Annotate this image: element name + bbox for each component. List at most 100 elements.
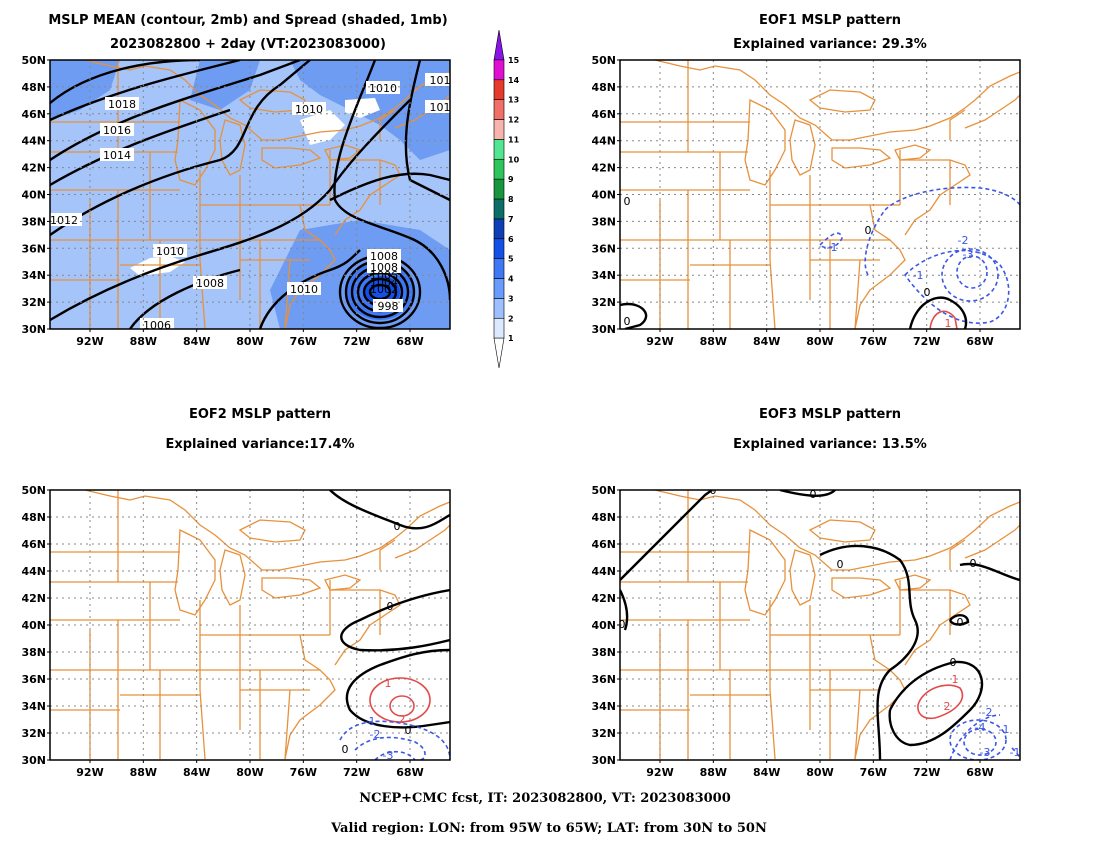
contour-label: -1: [365, 715, 376, 728]
lat-tick-label: 48N: [591, 81, 616, 94]
contour-label: 0: [924, 286, 931, 299]
contour-label: 1010: [369, 82, 397, 95]
panel-eof1-axes: 50N 48N 46N 44N 42N 40N 38N 36N 34N 32N 30N 92W 88W 8…: [591, 54, 993, 348]
colorbar-swatch: [493, 99, 505, 120]
lat-tick-label: 48N: [591, 511, 616, 524]
contour-label: 1004: [370, 276, 398, 289]
footer-valid-region: Valid region: LON: from 95W to 65W; LAT:…: [330, 821, 767, 836]
lat-tick-label: 48N: [21, 511, 46, 524]
lat-tick-label: 44N: [591, 565, 616, 578]
contour-label: -1: [827, 241, 838, 254]
lon-tick-label: 88W: [130, 766, 157, 779]
footer-forecast-info: NCEP+CMC fcst, IT: 2023082800, VT: 20230…: [359, 791, 731, 806]
lat-tick-label: 34N: [591, 700, 616, 713]
lat-tick-label: 42N: [21, 162, 46, 175]
lat-tick-label: 46N: [21, 538, 46, 551]
lon-tick-label: 92W: [646, 766, 673, 779]
contour-label: 0: [619, 618, 626, 631]
colorbar-swatch: [493, 298, 505, 319]
lat-tick-label: 38N: [591, 215, 616, 228]
lon-tick-label: 68W: [396, 766, 423, 779]
contour-label: 0: [624, 315, 631, 328]
colorbar-bottom-triangle: [493, 337, 505, 369]
lon-tick-label: 80W: [806, 766, 833, 779]
contour-label: 0: [957, 616, 964, 629]
contour-label: 2: [944, 700, 951, 713]
colorbar-label: 5: [508, 255, 514, 264]
contour-label: 101: [430, 74, 451, 87]
contour-label: 2: [399, 713, 406, 726]
panel-eof1-title-1: EOF1 MSLP pattern: [759, 13, 901, 28]
eof1-contours: [620, 186, 1020, 329]
contour-label: -4: [975, 721, 986, 734]
lat-tick-label: 42N: [591, 592, 616, 605]
lat-tick-label: 34N: [591, 269, 616, 282]
panel-eof1-map: 0 0 0 1 -1 -1 -2 -3 0: [620, 60, 1020, 329]
lon-tick-label: 84W: [183, 766, 210, 779]
lat-tick-label: 40N: [591, 189, 616, 202]
contour-label: 0: [865, 224, 872, 237]
lon-tick-label: 76W: [860, 766, 887, 779]
lon-tick-label: 84W: [753, 766, 780, 779]
colorbar-swatch: [493, 238, 505, 259]
contour-label: 1014: [103, 149, 131, 162]
contour-label: 1010: [295, 103, 323, 116]
panel-eof2-map: 0 0 0 1 2 0 -1 -2 -3: [50, 490, 450, 760]
panel-eof3: EOF3 MSLP pattern Explained variance: 13…: [591, 407, 1021, 779]
contour-label: 0: [970, 557, 977, 570]
eof1-contour-labels: 0 0 0 1 -1 -1 -2 -3 0: [624, 195, 974, 329]
panel-mean-title-2: 2023082800 + 2day (VT:2023083000): [110, 37, 386, 52]
lat-tick-label: 30N: [21, 754, 46, 767]
lat-tick-label: 40N: [21, 189, 46, 202]
eof2-contours: [329, 490, 450, 760]
contour-label: -2: [958, 234, 969, 247]
lon-tick-label: 72W: [913, 335, 940, 348]
lat-tick-label: 38N: [21, 646, 46, 659]
contour-label: 1016: [103, 124, 131, 137]
contour-label: 998: [378, 300, 399, 313]
lat-tick-label: 44N: [21, 565, 46, 578]
graticule: [50, 490, 450, 760]
colorbar-swatch: [493, 139, 505, 160]
contour-label: -1: [913, 269, 924, 282]
colorbar-label: 8: [508, 195, 514, 204]
colorbar-swatch: [493, 59, 505, 81]
lat-tick-label: 42N: [591, 162, 616, 175]
contour-label: -3: [980, 746, 991, 759]
panel-eof3-map: 0 0 0 0 0 0 0 1 2 -1 -2 -4 -3 -1: [619, 488, 1020, 760]
colorbar-label: 9: [508, 175, 514, 184]
contour-label: 1: [385, 677, 392, 690]
contour-label: 0: [810, 488, 817, 501]
eof2-contour-labels: 0 0 0 1 2 0 -1 -2 -3: [342, 520, 412, 760]
contour-label: -2: [982, 706, 993, 719]
panel-eof3-axes: 50N 48N 46N 44N 42N 40N 38N 36N 34N 32N 30N 92W 88W 8…: [591, 484, 993, 779]
lat-tick-label: 36N: [591, 242, 616, 255]
lat-tick-label: 42N: [21, 592, 46, 605]
lon-tick-label: 76W: [290, 766, 317, 779]
contour-label: 1008: [370, 261, 398, 274]
lon-tick-label: 80W: [806, 335, 833, 348]
colorbar-label: 3: [508, 294, 514, 303]
lon-tick-label: 68W: [966, 766, 993, 779]
graticule: [50, 60, 450, 329]
lat-tick-label: 34N: [21, 269, 46, 282]
lat-tick-label: 38N: [21, 215, 46, 228]
lon-tick-label: 92W: [646, 335, 673, 348]
lat-tick-label: 30N: [591, 323, 616, 336]
colorbar-label: 14: [508, 76, 520, 85]
lon-tick-label: 84W: [753, 335, 780, 348]
contour-label: -3: [963, 248, 974, 261]
lat-tick-label: 36N: [21, 242, 46, 255]
contour-label: -2: [370, 728, 381, 741]
colorbar-swatch: [493, 158, 505, 180]
colorbar-label: 10: [508, 155, 520, 164]
colorbar-swatch: [493, 258, 505, 279]
lat-tick-label: 46N: [591, 108, 616, 121]
lat-tick-label: 44N: [591, 135, 616, 148]
contour-label: 101: [430, 101, 451, 114]
contour-label: 0: [342, 743, 349, 756]
contour-label: 1: [952, 673, 959, 686]
lon-tick-label: 76W: [860, 335, 887, 348]
contour-label: -1: [999, 723, 1010, 736]
